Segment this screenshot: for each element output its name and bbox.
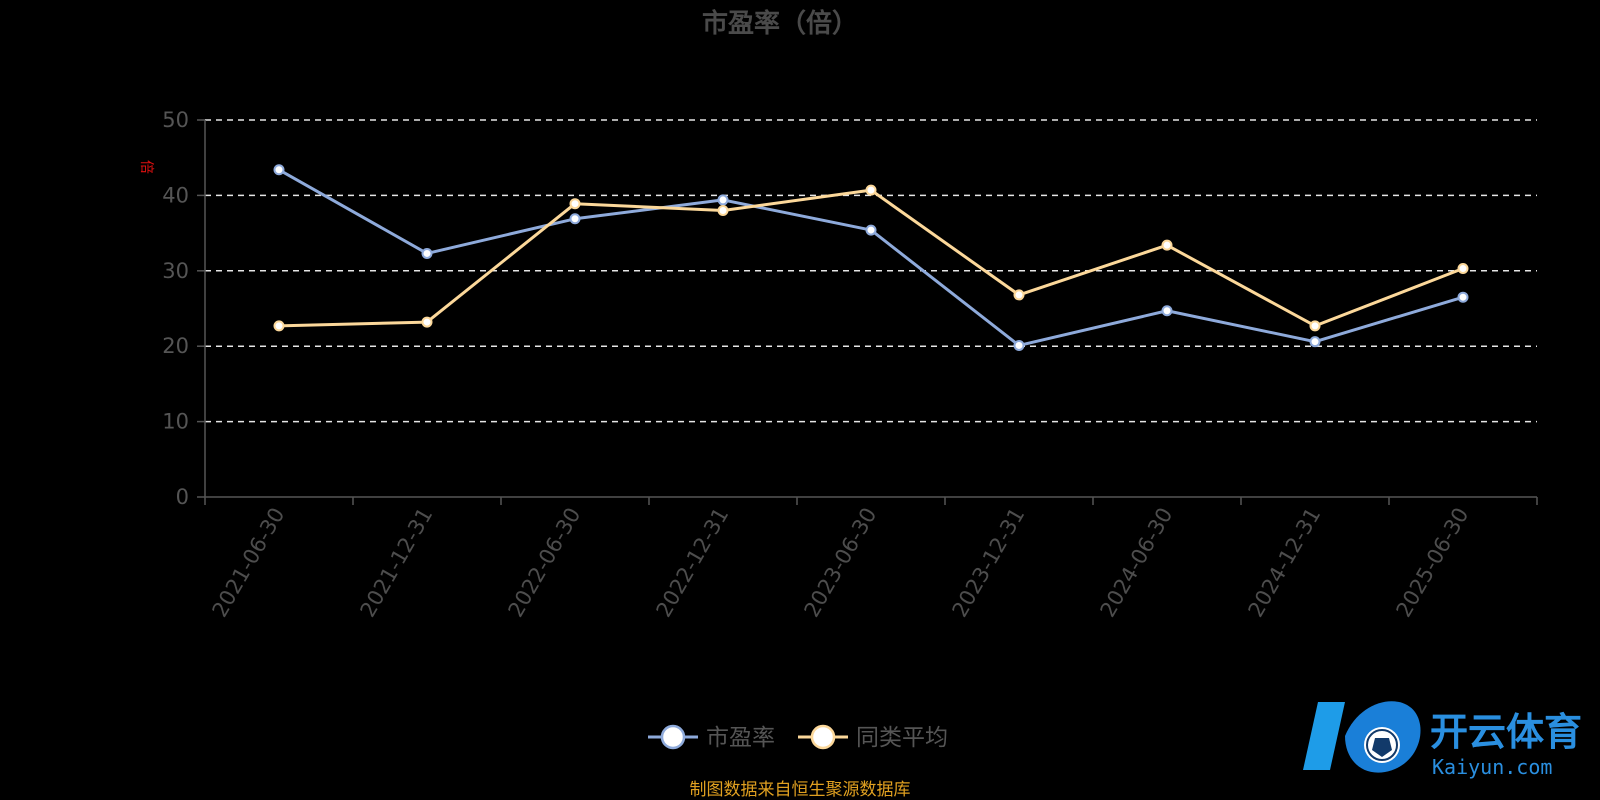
watermark-brand-text: 开云体育 [1430, 710, 1582, 754]
y-tick-label: 10 [162, 410, 189, 434]
y-tick-label: 0 [176, 485, 189, 509]
series-2 [273, 184, 1469, 332]
x-tick-label: 2025-06-30 [1392, 504, 1474, 622]
x-tick-label: 2021-12-31 [356, 504, 438, 622]
data-point[interactable] [865, 184, 877, 196]
data-point[interactable] [1013, 289, 1025, 301]
data-point[interactable] [1309, 320, 1321, 332]
data-point[interactable] [273, 164, 285, 176]
y-tick-label: 30 [162, 259, 189, 283]
y-tick-label: 20 [162, 334, 189, 358]
watermark-logo: 开云体育 Kaiyun.com [1303, 701, 1582, 779]
data-point[interactable] [1161, 239, 1173, 251]
data-point[interactable] [717, 194, 729, 206]
x-tick-label: 2024-12-31 [1244, 504, 1326, 622]
y-tick-labels: 0 10 20 30 40 50 [162, 108, 189, 509]
data-point[interactable] [569, 213, 581, 225]
x-tick-label: 2023-06-30 [800, 504, 882, 622]
data-point[interactable] [1013, 339, 1025, 351]
x-tick-label: 2023-12-31 [948, 504, 1030, 622]
series-1 [273, 164, 1469, 351]
y-tick-label: 50 [162, 108, 189, 132]
y-tick-label: 40 [162, 183, 189, 207]
data-point[interactable] [1457, 291, 1469, 303]
axes [204, 120, 1537, 498]
y-unit-label: 倍 [138, 160, 154, 174]
x-tick-labels: 2021-06-30 2021-12-31 2022-06-30 2022-12-31… [204, 497, 1538, 622]
data-point[interactable] [865, 224, 877, 236]
watermark-domain-text: Kaiyun.com [1432, 755, 1552, 779]
legend-swatch-marker [810, 724, 836, 750]
x-tick-label: 2021-06-30 [208, 504, 290, 622]
chart-title: 市盈率（倍） [702, 8, 858, 39]
data-point[interactable] [1161, 305, 1173, 317]
x-tick-label: 2022-06-30 [504, 504, 586, 622]
legend-label: 市盈率 [706, 725, 775, 751]
legend-item[interactable]: 同类平均 [798, 724, 948, 751]
legend-item[interactable]: 市盈率 [648, 724, 775, 751]
legend[interactable]: 市盈率 同类平均 [648, 724, 948, 751]
x-tick-label: 2022-12-31 [652, 504, 734, 622]
data-point[interactable] [717, 204, 729, 216]
data-point[interactable] [273, 320, 285, 332]
data-point[interactable] [1457, 263, 1469, 275]
series-lines [273, 164, 1469, 351]
data-source-note: 制图数据来自恒生聚源数据库 [690, 780, 911, 800]
data-point[interactable] [569, 198, 581, 210]
series-line [278, 188, 1464, 328]
data-point[interactable] [1309, 336, 1321, 348]
data-point[interactable] [421, 247, 433, 259]
x-tick-label: 2024-06-30 [1096, 504, 1178, 622]
legend-label: 同类平均 [856, 725, 948, 751]
kaiyun-logo-icon [1303, 701, 1421, 773]
data-point[interactable] [421, 316, 433, 328]
legend-swatch-marker [660, 724, 686, 750]
grid-lines [197, 119, 1537, 498]
